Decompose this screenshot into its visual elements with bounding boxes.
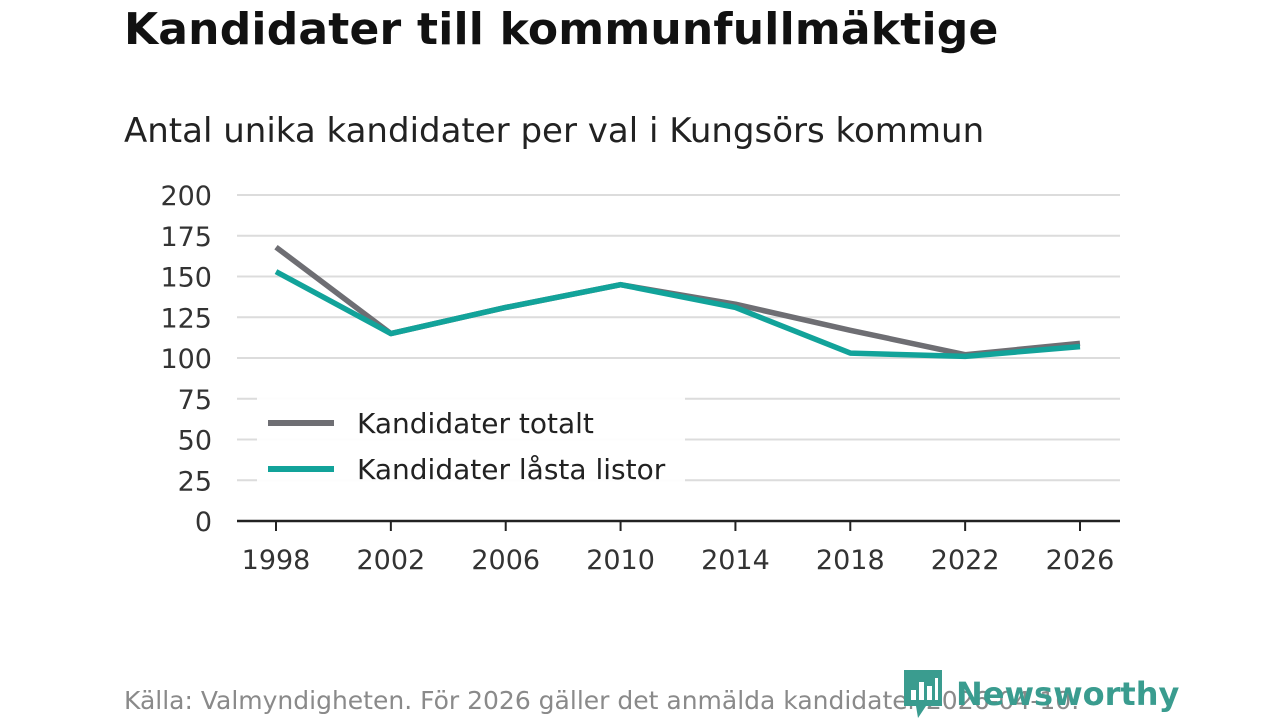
legend-label: Kandidater totalt	[357, 407, 594, 440]
chart-title: Kandidater till kommunfullmäktige	[124, 4, 999, 55]
series-line-kandidater-totalt	[274, 244, 1081, 358]
legend-label: Kandidater låsta listor	[357, 453, 666, 486]
y-tick-label: 125	[160, 303, 212, 334]
series-line-kandidater-lasta-listor	[274, 269, 1081, 360]
x-tick-label: 2002	[356, 545, 425, 576]
x-tick-label: 2026	[1046, 545, 1115, 576]
x-tick-label: 2006	[471, 545, 540, 576]
y-tick-label: 25	[178, 466, 212, 497]
y-tick-label: 50	[178, 426, 212, 457]
y-tick-label: 0	[195, 507, 212, 538]
newsworthy-logo-icon	[904, 670, 942, 718]
x-tick-label: 2010	[586, 545, 655, 576]
brand-logo: Newsworthy	[902, 668, 1179, 720]
x-tick-label: 1998	[242, 545, 311, 576]
y-tick-label: 150	[160, 263, 212, 294]
x-tick-label: 2022	[931, 545, 1000, 576]
brand-name: Newsworthy	[956, 675, 1180, 713]
x-tick-label: 2018	[816, 545, 885, 576]
chart-subtitle: Antal unika kandidater per val i Kungsör…	[124, 111, 985, 151]
y-tick-label: 75	[178, 385, 212, 416]
y-tick-label: 175	[160, 222, 212, 253]
y-tick-label: 200	[160, 181, 212, 212]
x-tick-label: 2014	[701, 545, 770, 576]
y-tick-label: 100	[160, 344, 212, 375]
